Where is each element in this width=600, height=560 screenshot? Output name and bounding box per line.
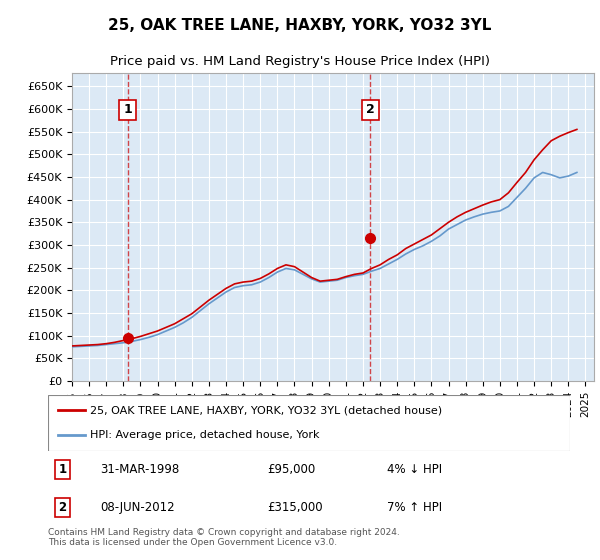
FancyBboxPatch shape	[48, 395, 570, 451]
Text: 2: 2	[58, 501, 67, 514]
Text: £315,000: £315,000	[267, 501, 323, 514]
Text: 31-MAR-1998: 31-MAR-1998	[100, 463, 179, 476]
Text: 2: 2	[366, 103, 375, 116]
Text: Price paid vs. HM Land Registry's House Price Index (HPI): Price paid vs. HM Land Registry's House …	[110, 55, 490, 68]
Text: £95,000: £95,000	[267, 463, 316, 476]
Text: 7% ↑ HPI: 7% ↑ HPI	[388, 501, 442, 514]
Text: Contains HM Land Registry data © Crown copyright and database right 2024.
This d: Contains HM Land Registry data © Crown c…	[48, 528, 400, 547]
Text: 25, OAK TREE LANE, HAXBY, YORK, YO32 3YL (detached house): 25, OAK TREE LANE, HAXBY, YORK, YO32 3YL…	[90, 405, 442, 416]
Text: 1: 1	[58, 463, 67, 476]
Text: 1: 1	[123, 103, 132, 116]
Text: 4% ↓ HPI: 4% ↓ HPI	[388, 463, 442, 476]
Text: HPI: Average price, detached house, York: HPI: Average price, detached house, York	[90, 430, 319, 440]
Text: 08-JUN-2012: 08-JUN-2012	[100, 501, 175, 514]
Text: 25, OAK TREE LANE, HAXBY, YORK, YO32 3YL: 25, OAK TREE LANE, HAXBY, YORK, YO32 3YL	[109, 18, 491, 33]
